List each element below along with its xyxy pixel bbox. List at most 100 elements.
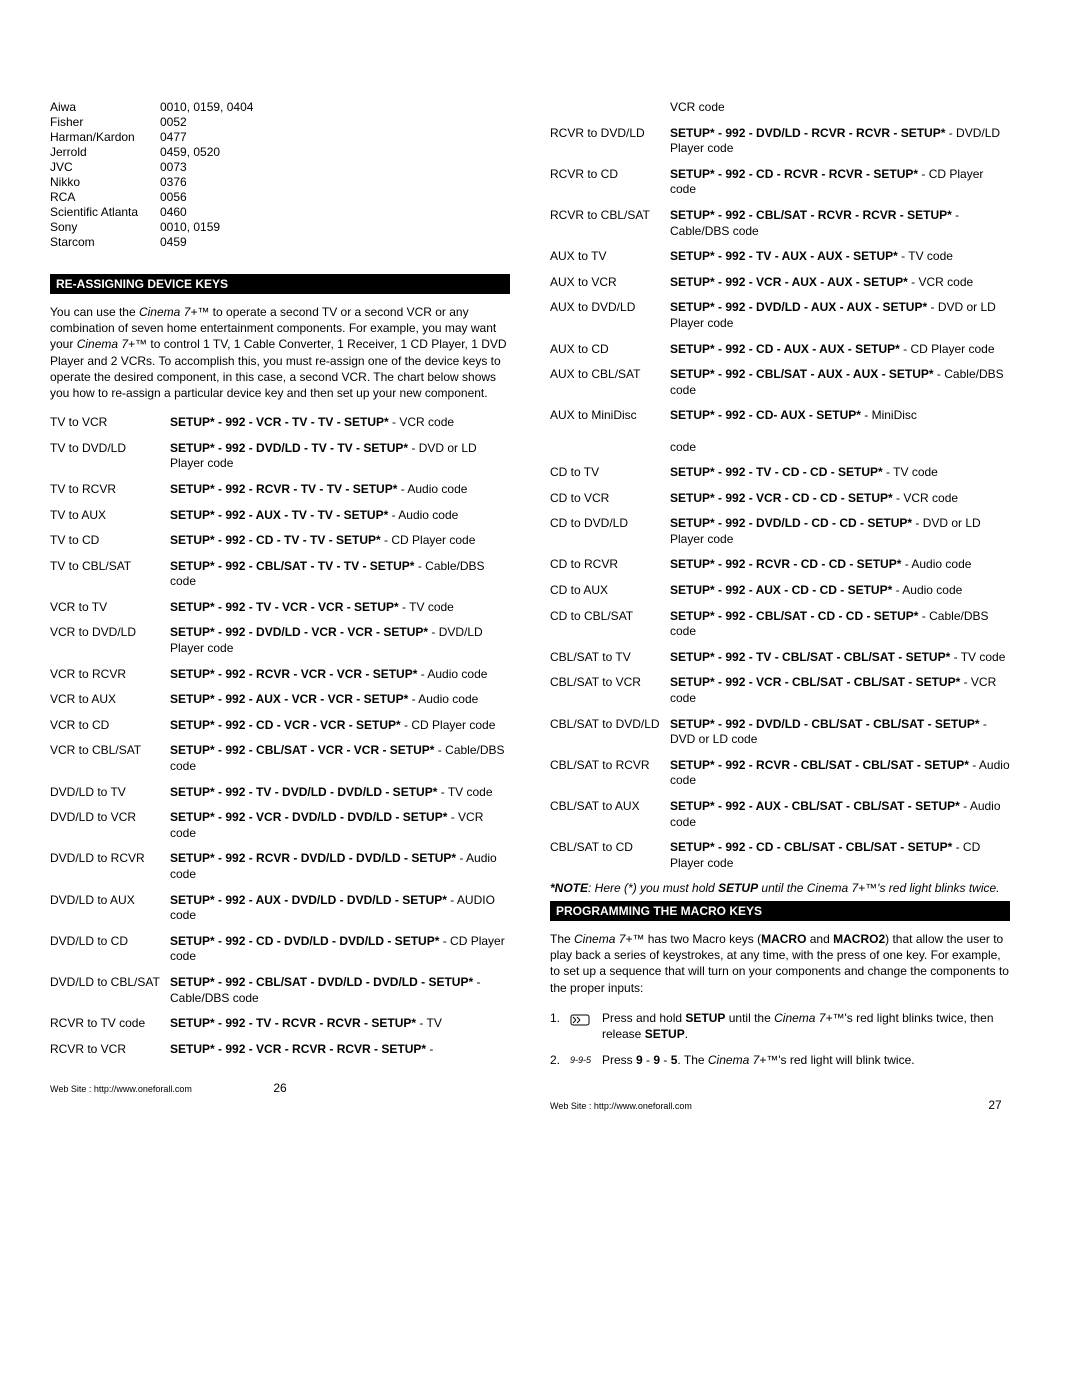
brand-row: Nikko0376	[50, 175, 510, 190]
press-hold-icon	[570, 1011, 596, 1027]
reassign-sequence: SETUP* - 992 - TV - RCVR - RCVR - SETUP*…	[170, 1016, 510, 1032]
brand-row: Jerrold0459, 0520	[50, 145, 510, 160]
brand-name: Harman/Kardon	[50, 130, 160, 145]
reassign-label: DVD/LD to TV	[50, 785, 170, 801]
reassign-sequence: SETUP* - 992 - DVD/LD - VCR - VCR - SETU…	[170, 625, 510, 656]
reassign-row: AUX to DVD/LDSETUP* - 992 - DVD/LD - AUX…	[550, 300, 1010, 331]
reassign-row: DVD/LD to VCRSETUP* - 992 - VCR - DVD/LD…	[50, 810, 510, 841]
reassign-label: CBL/SAT to RCVR	[550, 758, 670, 774]
reassign-sequence: SETUP* - 992 - RCVR - DVD/LD - DVD/LD - …	[170, 851, 510, 882]
step-number: 2.	[550, 1052, 570, 1068]
reassign-sequence: SETUP* - 992 - VCR - DVD/LD - DVD/LD - S…	[170, 810, 510, 841]
step-text: Press 9 - 9 - 5. The Cinema 7+™'s red li…	[602, 1052, 1010, 1068]
brand-codes: 0376	[160, 175, 510, 190]
reassign-row: CD to DVD/LDSETUP* - 992 - DVD/LD - CD -…	[550, 516, 1010, 547]
reassign-label: CBL/SAT to CD	[550, 840, 670, 856]
brand-name: Scientific Atlanta	[50, 205, 160, 220]
reassign-row: VCR to CDSETUP* - 992 - CD - VCR - VCR -…	[50, 718, 510, 734]
reassign-row: DVD/LD to RCVRSETUP* - 992 - RCVR - DVD/…	[50, 851, 510, 882]
digit-keys-icon: 9-9-5	[570, 1055, 591, 1065]
reassign-sequence: SETUP* - 992 - CBL/SAT - CD - CD - SETUP…	[670, 609, 1010, 640]
reassign-row: CD to AUXSETUP* - 992 - AUX - CD - CD - …	[550, 583, 1010, 599]
reassign-label: RCVR to CD	[550, 167, 670, 183]
reassign-row: TV to CDSETUP* - 992 - CD - TV - TV - SE…	[50, 533, 510, 549]
brand-row: JVC0073	[50, 160, 510, 175]
brand-code-table: Aiwa0010, 0159, 0404Fisher0052Harman/Kar…	[50, 100, 510, 250]
reassign-label: TV to AUX	[50, 508, 170, 524]
reassign-label: TV to CD	[50, 533, 170, 549]
reassign-row: CD to VCRSETUP* - 992 - VCR - CD - CD - …	[550, 491, 1010, 507]
reassign-label: CD to DVD/LD	[550, 516, 670, 532]
reassign-row: RCVR to CDSETUP* - 992 - CD - RCVR - RCV…	[550, 167, 1010, 198]
reassign-label: AUX to MiniDisc	[550, 408, 670, 424]
reassign-label: CD to CBL/SAT	[550, 609, 670, 625]
reassign-label: AUX to VCR	[550, 275, 670, 291]
reassign-row: AUX to VCRSETUP* - 992 - VCR - AUX - AUX…	[550, 275, 1010, 291]
reassign-label: AUX to DVD/LD	[550, 300, 670, 316]
reassign-table-right: RCVR to DVD/LDSETUP* - 992 - DVD/LD - RC…	[550, 126, 1010, 872]
reassign-sequence: SETUP* - 992 - VCR - RCVR - RCVR - SETUP…	[170, 1042, 510, 1058]
brand-name: Aiwa	[50, 100, 160, 115]
step-number: 1.	[550, 1010, 570, 1026]
reassign-label: TV to RCVR	[50, 482, 170, 498]
brand-name: Jerrold	[50, 145, 160, 160]
reassign-label: VCR to TV	[50, 600, 170, 616]
reassign-sequence: SETUP* - 992 - AUX - CD - CD - SETUP* - …	[670, 583, 1010, 599]
brand-name: Nikko	[50, 175, 160, 190]
reassign-row: CD to CBL/SATSETUP* - 992 - CBL/SAT - CD…	[550, 609, 1010, 640]
reassign-row: CBL/SAT to AUXSETUP* - 992 - AUX - CBL/S…	[550, 799, 1010, 830]
reassign-label: RCVR to DVD/LD	[550, 126, 670, 142]
note-text: *NOTE: Here (*) you must hold SETUP unti…	[550, 881, 1010, 897]
reassign-sequence: SETUP* - 992 - CD - CBL/SAT - CBL/SAT - …	[670, 840, 1010, 871]
macro-step: 1.Press and hold SETUP until the Cinema …	[550, 1010, 1010, 1042]
reassign-row: RCVR to CBL/SATSETUP* - 992 - CBL/SAT - …	[550, 208, 1010, 239]
reassign-label: CBL/SAT to TV	[550, 650, 670, 666]
reassign-label: CD to RCVR	[550, 557, 670, 573]
reassign-label: AUX to CBL/SAT	[550, 367, 670, 383]
footer-left: Web Site : http://www.oneforall.com 26	[50, 1081, 510, 1095]
brand-codes: 0052	[160, 115, 510, 130]
reassign-sequence: SETUP* - 992 - DVD/LD - CBL/SAT - CBL/SA…	[670, 717, 1010, 748]
reassign-sequence: SETUP* - 992 - CD- AUX - SETUP* - MiniDi…	[670, 408, 1010, 455]
reassign-row: TV to VCRSETUP* - 992 - VCR - TV - TV - …	[50, 415, 510, 431]
reassign-row: AUX to MiniDiscSETUP* - 992 - CD- AUX - …	[550, 408, 1010, 455]
reassign-row: DVD/LD to TVSETUP* - 992 - TV - DVD/LD -…	[50, 785, 510, 801]
reassign-row: VCR to RCVRSETUP* - 992 - RCVR - VCR - V…	[50, 667, 510, 683]
brand-codes: 0477	[160, 130, 510, 145]
reassign-row: TV to CBL/SATSETUP* - 992 - CBL/SAT - TV…	[50, 559, 510, 590]
reassign-sequence: SETUP* - 992 - AUX - DVD/LD - DVD/LD - S…	[170, 893, 510, 924]
right-column: VCR code RCVR to DVD/LDSETUP* - 992 - DV…	[550, 100, 1010, 1112]
reassign-row: CBL/SAT to CDSETUP* - 992 - CD - CBL/SAT…	[550, 840, 1010, 871]
brand-row: RCA0056	[50, 190, 510, 205]
reassign-row: CBL/SAT to RCVRSETUP* - 992 - RCVR - CBL…	[550, 758, 1010, 789]
reassign-continuation: VCR code	[550, 100, 1010, 116]
reassign-label: CD to AUX	[550, 583, 670, 599]
brand-row: Harman/Kardon0477	[50, 130, 510, 145]
brand-row: Fisher0052	[50, 115, 510, 130]
brand-row: Aiwa0010, 0159, 0404	[50, 100, 510, 115]
reassign-sequence: SETUP* - 992 - CD - TV - TV - SETUP* - C…	[170, 533, 510, 549]
reassign-row: CD to TVSETUP* - 992 - TV - CD - CD - SE…	[550, 465, 1010, 481]
reassign-sequence: SETUP* - 992 - TV - VCR - VCR - SETUP* -…	[170, 600, 510, 616]
footer-right: Web Site : http://www.oneforall.com 27	[550, 1098, 1010, 1112]
brand-row: Sony0010, 0159	[50, 220, 510, 235]
brand-name: Starcom	[50, 235, 160, 250]
footer-url: Web Site : http://www.oneforall.com	[50, 1084, 265, 1094]
page-number-right: 27	[980, 1098, 1010, 1112]
brand-codes: 0460	[160, 205, 510, 220]
reassign-label: VCR to CBL/SAT	[50, 743, 170, 759]
reassign-row: DVD/LD to AUXSETUP* - 992 - AUX - DVD/LD…	[50, 893, 510, 924]
reassign-label: TV to DVD/LD	[50, 441, 170, 457]
reassign-row: AUX to CBL/SATSETUP* - 992 - CBL/SAT - A…	[550, 367, 1010, 398]
brand-codes: 0010, 0159, 0404	[160, 100, 510, 115]
reassign-label: AUX to TV	[550, 249, 670, 265]
macro-intro: The Cinema 7+™ has two Macro keys (MACRO…	[550, 931, 1010, 996]
reassign-label: RCVR to VCR	[50, 1042, 170, 1058]
reassign-sequence: SETUP* - 992 - DVD/LD - AUX - AUX - SETU…	[670, 300, 1010, 331]
reassign-label: AUX to CD	[550, 342, 670, 358]
reassign-row: RCVR to DVD/LDSETUP* - 992 - DVD/LD - RC…	[550, 126, 1010, 157]
reassign-row: CD to RCVRSETUP* - 992 - RCVR - CD - CD …	[550, 557, 1010, 573]
reassign-sequence: SETUP* - 992 - VCR - CD - CD - SETUP* - …	[670, 491, 1010, 507]
reassign-row: RCVR to VCRSETUP* - 992 - VCR - RCVR - R…	[50, 1042, 510, 1058]
reassign-sequence: SETUP* - 992 - RCVR - VCR - VCR - SETUP*…	[170, 667, 510, 683]
